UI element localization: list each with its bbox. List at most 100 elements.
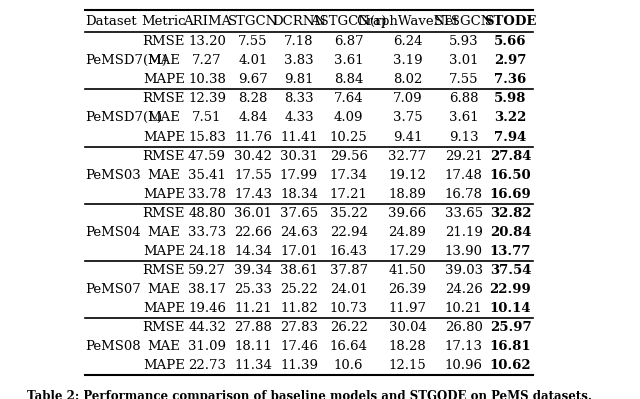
- Text: 24.63: 24.63: [280, 226, 318, 239]
- Text: 30.04: 30.04: [388, 321, 426, 334]
- Text: 16.50: 16.50: [490, 169, 531, 182]
- Text: 32.77: 32.77: [388, 150, 427, 162]
- Text: 11.76: 11.76: [234, 130, 272, 144]
- Text: 16.64: 16.64: [330, 340, 367, 353]
- Text: 5.66: 5.66: [494, 35, 527, 48]
- Text: 39.66: 39.66: [388, 207, 427, 220]
- Text: 4.84: 4.84: [238, 111, 268, 124]
- Text: 30.42: 30.42: [234, 150, 272, 162]
- Text: 18.34: 18.34: [280, 188, 318, 201]
- Text: 26.80: 26.80: [445, 321, 483, 334]
- Text: 14.34: 14.34: [234, 245, 272, 258]
- Text: 39.34: 39.34: [234, 264, 272, 277]
- Text: 10.62: 10.62: [490, 359, 531, 372]
- Text: 41.50: 41.50: [388, 264, 426, 277]
- Text: 5.93: 5.93: [449, 35, 479, 48]
- Text: 32.82: 32.82: [490, 207, 531, 220]
- Text: 6.88: 6.88: [449, 93, 478, 105]
- Text: 17.99: 17.99: [280, 169, 318, 182]
- Text: PeMS07: PeMS07: [84, 283, 141, 296]
- Text: 16.43: 16.43: [330, 245, 367, 258]
- Text: 4.09: 4.09: [334, 111, 364, 124]
- Text: 22.66: 22.66: [234, 226, 272, 239]
- Text: 17.46: 17.46: [280, 340, 318, 353]
- Text: 17.43: 17.43: [234, 188, 272, 201]
- Text: 7.09: 7.09: [393, 93, 422, 105]
- Text: 12.15: 12.15: [388, 359, 426, 372]
- Text: 37.54: 37.54: [490, 264, 531, 277]
- Text: 3.61: 3.61: [449, 111, 479, 124]
- Text: Dataset: Dataset: [84, 14, 136, 28]
- Text: 2.97: 2.97: [494, 54, 527, 67]
- Text: 47.59: 47.59: [188, 150, 226, 162]
- Text: 18.89: 18.89: [388, 188, 426, 201]
- Text: MAPE: MAPE: [143, 302, 185, 315]
- Text: 19.46: 19.46: [188, 302, 226, 315]
- Text: 3.22: 3.22: [494, 111, 527, 124]
- Text: 17.29: 17.29: [388, 245, 426, 258]
- Text: 10.38: 10.38: [188, 73, 226, 86]
- Text: 38.17: 38.17: [188, 283, 226, 296]
- Text: 9.13: 9.13: [449, 130, 479, 144]
- Text: 11.34: 11.34: [234, 359, 272, 372]
- Text: 9.67: 9.67: [238, 73, 268, 86]
- Text: 15.83: 15.83: [188, 130, 226, 144]
- Text: 7.64: 7.64: [334, 93, 364, 105]
- Text: MAPE: MAPE: [143, 188, 185, 201]
- Text: Table 2: Performance comparison of baseline models and STGODE on PeMS datasets.: Table 2: Performance comparison of basel…: [27, 390, 591, 399]
- Text: 18.28: 18.28: [388, 340, 426, 353]
- Text: 12.39: 12.39: [188, 93, 226, 105]
- Text: 11.21: 11.21: [234, 302, 272, 315]
- Text: 16.81: 16.81: [490, 340, 531, 353]
- Text: 13.20: 13.20: [188, 35, 226, 48]
- Text: 9.41: 9.41: [393, 130, 422, 144]
- Text: 3.83: 3.83: [284, 54, 314, 67]
- Text: STODE: STODE: [484, 14, 536, 28]
- Text: 17.55: 17.55: [234, 169, 272, 182]
- Text: 24.01: 24.01: [330, 283, 367, 296]
- Text: 31.09: 31.09: [188, 340, 226, 353]
- Text: 3.01: 3.01: [449, 54, 478, 67]
- Text: MAE: MAE: [147, 283, 180, 296]
- Text: 10.6: 10.6: [334, 359, 364, 372]
- Text: MAPE: MAPE: [143, 245, 185, 258]
- Text: 13.90: 13.90: [445, 245, 483, 258]
- Text: ASTGCN(r): ASTGCN(r): [310, 14, 387, 28]
- Text: 10.25: 10.25: [330, 130, 367, 144]
- Text: 17.13: 17.13: [445, 340, 483, 353]
- Text: 6.87: 6.87: [334, 35, 364, 48]
- Text: RMSE: RMSE: [143, 150, 185, 162]
- Text: 6.24: 6.24: [393, 35, 422, 48]
- Text: 7.27: 7.27: [192, 54, 222, 67]
- Text: 33.78: 33.78: [188, 188, 226, 201]
- Text: 39.03: 39.03: [445, 264, 483, 277]
- Text: 44.32: 44.32: [188, 321, 226, 334]
- Text: 11.39: 11.39: [280, 359, 318, 372]
- Text: 37.65: 37.65: [280, 207, 318, 220]
- Text: 35.22: 35.22: [330, 207, 367, 220]
- Text: Metric: Metric: [141, 14, 186, 28]
- Text: 10.14: 10.14: [490, 302, 531, 315]
- Text: 7.18: 7.18: [284, 35, 314, 48]
- Text: PeMS08: PeMS08: [84, 340, 140, 353]
- Text: 25.97: 25.97: [490, 321, 531, 334]
- Text: MAPE: MAPE: [143, 130, 185, 144]
- Text: 9.81: 9.81: [284, 73, 314, 86]
- Text: 10.21: 10.21: [445, 302, 483, 315]
- Text: 17.21: 17.21: [330, 188, 367, 201]
- Text: 17.48: 17.48: [445, 169, 483, 182]
- Text: 7.94: 7.94: [494, 130, 527, 144]
- Text: PeMS04: PeMS04: [84, 226, 140, 239]
- Text: RMSE: RMSE: [143, 93, 185, 105]
- Text: MAE: MAE: [147, 226, 180, 239]
- Text: 11.41: 11.41: [280, 130, 318, 144]
- Text: MAE: MAE: [147, 111, 180, 124]
- Text: RMSE: RMSE: [143, 264, 185, 277]
- Text: 8.84: 8.84: [334, 73, 364, 86]
- Text: MAE: MAE: [147, 169, 180, 182]
- Text: 7.55: 7.55: [449, 73, 478, 86]
- Text: 37.87: 37.87: [330, 264, 368, 277]
- Text: STGCN: STGCN: [228, 14, 278, 28]
- Text: 27.88: 27.88: [234, 321, 272, 334]
- Text: STSGCN: STSGCN: [434, 14, 493, 28]
